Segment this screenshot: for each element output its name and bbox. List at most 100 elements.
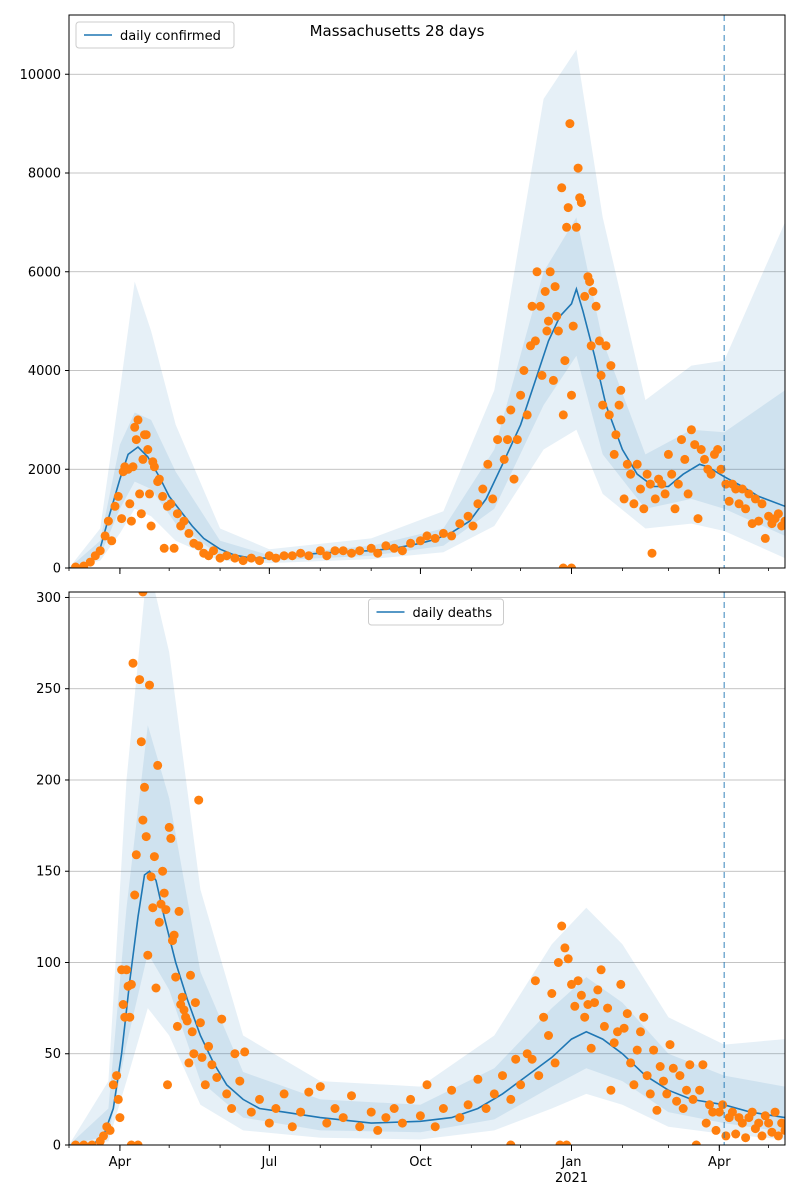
- observed-point: [639, 504, 649, 514]
- observed-point: [568, 321, 578, 331]
- observed-point: [557, 921, 567, 931]
- observed-point: [271, 553, 281, 563]
- observed-point: [322, 1118, 332, 1128]
- observed-point: [596, 370, 606, 380]
- observed-point: [604, 410, 614, 420]
- observed-point: [680, 454, 690, 464]
- observed-point: [655, 1062, 665, 1071]
- observed-point: [591, 301, 601, 311]
- observed-point: [754, 1118, 764, 1128]
- observed-point: [683, 489, 693, 499]
- observed-point: [145, 489, 154, 499]
- observed-point: [146, 872, 156, 882]
- observed-point: [614, 400, 624, 410]
- uncertainty-band-outer: [69, 49, 785, 568]
- observed-point: [136, 509, 146, 519]
- observed-point: [126, 516, 136, 526]
- observed-point: [552, 311, 562, 321]
- observed-point: [422, 531, 432, 541]
- observed-point: [430, 1122, 440, 1132]
- observed-point: [115, 1113, 125, 1123]
- observed-point: [158, 491, 168, 501]
- observed-point: [547, 989, 557, 998]
- x-tick-label: Oct: [409, 1155, 431, 1170]
- y-tick-label: 50: [44, 1047, 61, 1062]
- observed-point: [177, 992, 187, 1002]
- observed-point: [422, 1080, 432, 1090]
- observed-point: [580, 1012, 590, 1022]
- y-tick-label: 300: [36, 591, 61, 606]
- observed-point: [565, 119, 575, 129]
- observed-point: [246, 553, 256, 563]
- observed-point: [690, 440, 700, 450]
- observed-point: [187, 1027, 197, 1037]
- observed-point: [117, 514, 127, 524]
- observed-point: [85, 557, 95, 567]
- observed-point: [355, 1122, 365, 1132]
- observed-point: [406, 1094, 416, 1104]
- observed-point: [698, 1060, 708, 1070]
- observed-point: [455, 519, 465, 529]
- observed-point: [146, 521, 156, 531]
- observed-point: [304, 551, 314, 561]
- observed-point: [338, 1113, 348, 1123]
- observed-point: [777, 1118, 785, 1128]
- observed-point: [322, 551, 332, 561]
- observed-point: [113, 1094, 123, 1104]
- observed-point: [606, 1085, 616, 1095]
- observed-point: [447, 1085, 457, 1095]
- observed-point: [700, 454, 709, 464]
- observed-point: [563, 954, 573, 964]
- observed-point: [506, 1094, 516, 1104]
- observed-point: [548, 375, 558, 385]
- y-tick-label: 100: [36, 956, 61, 971]
- observed-point: [693, 514, 703, 524]
- observed-point: [182, 1016, 192, 1026]
- observed-point: [632, 1045, 642, 1055]
- observed-point: [550, 282, 560, 292]
- confirmed-panel: 0 2000 4000 6000 8000 10000 daily confirmed: [20, 14, 786, 577]
- observed-point: [696, 445, 706, 454]
- observed-point: [560, 943, 570, 953]
- observed-point: [255, 556, 264, 566]
- observed-point: [415, 1111, 425, 1121]
- observed-point: [682, 1085, 691, 1095]
- observed-point: [645, 479, 655, 489]
- legend-label: daily deaths: [413, 606, 493, 621]
- plot-area: [69, 49, 785, 568]
- observed-point: [537, 370, 547, 380]
- observed-point: [673, 479, 683, 489]
- observed-point: [573, 976, 583, 986]
- observed-point: [158, 866, 168, 876]
- observed-point: [598, 400, 608, 410]
- observed-point: [145, 680, 154, 690]
- observed-point: [488, 494, 498, 504]
- observed-point: [642, 1071, 652, 1081]
- observed-point: [545, 267, 555, 277]
- observed-point: [576, 198, 586, 208]
- observed-point: [721, 1131, 731, 1141]
- observed-point: [447, 531, 457, 541]
- observed-point: [773, 509, 783, 519]
- axes-frame: [68, 14, 786, 569]
- observed-point: [271, 1104, 281, 1113]
- observed-point: [154, 917, 164, 927]
- observed-point: [511, 1054, 521, 1064]
- observed-point: [760, 533, 770, 543]
- observed-point: [553, 958, 563, 967]
- observed-point: [705, 1100, 714, 1110]
- observed-point: [204, 1041, 214, 1051]
- observed-point: [169, 930, 179, 940]
- observed-point: [527, 301, 537, 311]
- observed-point: [190, 998, 200, 1008]
- observed-point: [171, 972, 181, 982]
- observed-point: [296, 548, 306, 558]
- observed-point: [509, 474, 519, 484]
- observed-point: [626, 1058, 636, 1068]
- observed-point: [138, 815, 148, 825]
- observed-point: [773, 1131, 783, 1141]
- legend: daily confirmed: [75, 21, 235, 49]
- figure-title: Massachusetts 28 days: [310, 22, 485, 40]
- observed-point: [159, 888, 169, 898]
